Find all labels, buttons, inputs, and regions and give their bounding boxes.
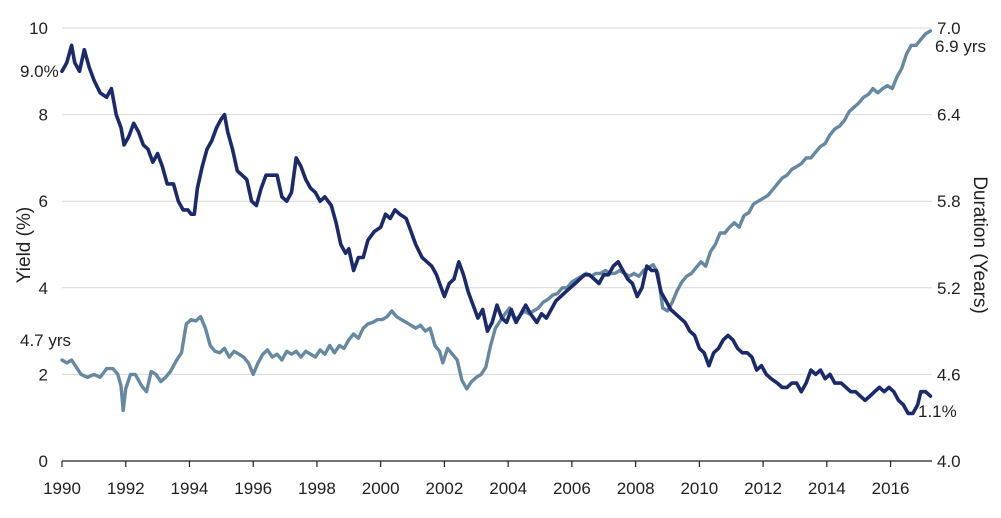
y-axis-title: Yield (%): [14, 207, 35, 283]
axes: 0 2 4 6 8 10 4.0 4.6 5.2 5.8 6.4 7.0 1990 1992 1994 199…: [29, 19, 961, 498]
x-tick-label: 1990: [43, 479, 81, 498]
x-tick-label: 2016: [872, 479, 910, 498]
x-tick-label: 1992: [107, 479, 145, 498]
x-tick-label: 2010: [680, 479, 718, 498]
y2-tick-label: 6.4: [937, 106, 961, 125]
yield-end-annotation: 1.1%: [918, 402, 957, 421]
y-tick-label: 2: [39, 365, 48, 384]
x-tick-label: 1998: [298, 479, 336, 498]
duration-start-annotation: 4.7 yrs: [20, 331, 71, 350]
y2-tick-label: 4.0: [937, 452, 961, 471]
y-tick-label: 10: [29, 19, 48, 38]
x-tick-label: 2002: [426, 479, 464, 498]
yield-series-line: [60, 43, 933, 416]
y-tick-label: 0: [39, 452, 48, 471]
x-tick-label: 2008: [617, 479, 655, 498]
x-tick-label: 1996: [234, 479, 272, 498]
x-tick-label: 1994: [171, 479, 209, 498]
gridlines: [62, 27, 932, 375]
duration-end-annotation: 6.9 yrs: [935, 37, 986, 56]
y2-tick-label: 7.0: [937, 19, 961, 38]
x-tick-label: 2004: [489, 479, 527, 498]
duration-series-line: [60, 29, 933, 413]
y2-axis-title: Duration (Years): [969, 176, 990, 314]
yield-start-annotation: 9.0%: [20, 62, 59, 81]
y-tick-label: 8: [39, 106, 48, 125]
y2-tick-label: 5.8: [937, 192, 961, 211]
y2-tick-label: 4.6: [937, 365, 961, 384]
y2-tick-label: 5.2: [937, 279, 961, 298]
y-tick-label: 4: [39, 279, 48, 298]
x-tick-label: 2012: [744, 479, 782, 498]
x-tick-label: 2000: [362, 479, 400, 498]
y-tick-label: 6: [39, 192, 48, 211]
series-lines: [60, 29, 933, 416]
x-tick-label: 2006: [553, 479, 591, 498]
x-tick-label: 2014: [808, 479, 846, 498]
